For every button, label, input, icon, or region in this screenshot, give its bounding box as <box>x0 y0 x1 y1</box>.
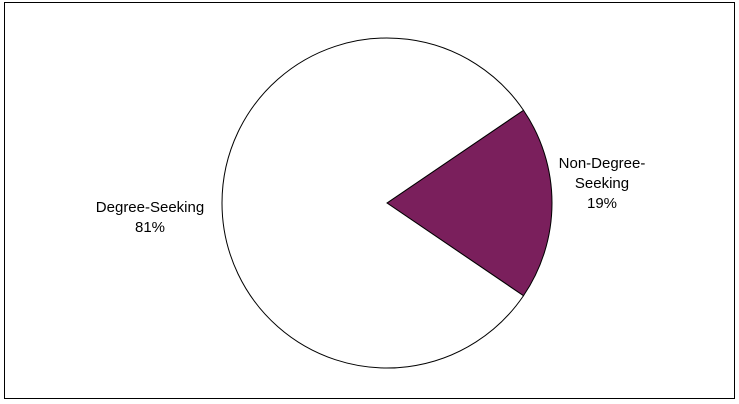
slice-non-degree-seeking <box>386 109 553 297</box>
pie-labels: Degree-Seeking 81% Non-Degree- Seeking 19% <box>96 155 646 236</box>
non-degree-seeking-category-label: Seeking <box>575 175 629 192</box>
degree-seeking-percent-label: 81% <box>135 219 165 236</box>
degree-seeking-category-label: Degree-Seeking <box>96 199 204 216</box>
pie-slices <box>221 37 553 369</box>
slice-degree-seeking <box>221 37 525 369</box>
non-degree-seeking-percent-label: 19% <box>587 195 617 212</box>
non-degree-seeking-category-label: Non-Degree- <box>559 155 646 172</box>
